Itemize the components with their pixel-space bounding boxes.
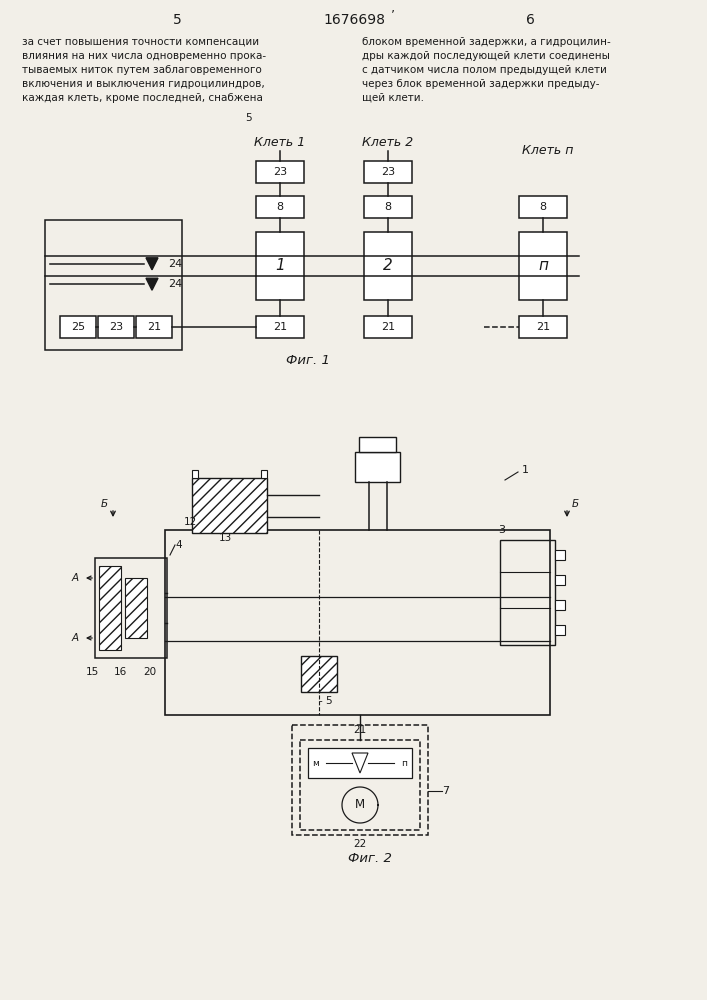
Text: - 5: - 5 [319, 696, 332, 706]
Text: Клеть п: Клеть п [522, 143, 573, 156]
Text: 3: 3 [498, 525, 506, 535]
Bar [364, 232, 412, 300]
Text: 7: 7 [443, 786, 450, 796]
Bar [300, 740, 420, 830]
Bar [256, 232, 304, 300]
Text: Фиг. 1: Фиг. 1 [286, 354, 330, 366]
Bar [292, 725, 428, 835]
Text: Б: Б [572, 499, 579, 509]
Text: 1: 1 [275, 258, 285, 273]
Text: 21: 21 [354, 725, 367, 735]
Text: 8: 8 [385, 202, 392, 212]
Bar [364, 161, 412, 183]
Bar [192, 478, 267, 533]
Bar [355, 452, 400, 482]
Bar [555, 625, 565, 635]
Bar [519, 232, 567, 300]
Bar [136, 316, 172, 338]
Text: Клеть 2: Клеть 2 [363, 135, 414, 148]
Text: 8: 8 [539, 202, 547, 212]
Text: 21: 21 [273, 322, 287, 332]
Text: м: м [312, 758, 320, 768]
Text: 5: 5 [245, 113, 251, 123]
Bar [301, 656, 337, 692]
Text: п: п [538, 258, 548, 273]
Text: А: А [72, 573, 79, 583]
Text: 15: 15 [86, 667, 98, 677]
Bar [261, 470, 267, 478]
Text: 4: 4 [175, 540, 182, 550]
Polygon shape [146, 258, 158, 270]
Bar [165, 530, 550, 715]
Bar [192, 470, 198, 478]
Text: 8: 8 [276, 202, 284, 212]
Text: А: А [72, 633, 79, 643]
Bar [364, 196, 412, 218]
Bar [555, 600, 565, 610]
Bar [256, 316, 304, 338]
Text: 24: 24 [168, 279, 182, 289]
Text: 2: 2 [383, 258, 393, 273]
Bar [519, 316, 567, 338]
Text: 23: 23 [273, 167, 287, 177]
Text: блоком временной задержки, а гидроцилин-
дры каждой последующей клети соединены
: блоком временной задержки, а гидроцилин-… [362, 37, 611, 103]
Text: 16: 16 [113, 667, 127, 677]
Text: 20: 20 [144, 667, 156, 677]
Bar [45, 220, 182, 350]
Text: 23: 23 [109, 322, 123, 332]
Bar [500, 540, 555, 645]
Text: 21: 21 [147, 322, 161, 332]
Bar [125, 578, 147, 638]
Text: 24: 24 [168, 259, 182, 269]
Bar [98, 316, 134, 338]
Bar [95, 558, 167, 658]
Text: ’: ’ [391, 8, 395, 21]
Bar [519, 196, 567, 218]
Text: за счет повышения точности компенсации
влияния на них числа одновременно прока-
: за счет повышения точности компенсации в… [22, 37, 266, 103]
Text: Клеть 1: Клеть 1 [255, 135, 305, 148]
Bar [256, 161, 304, 183]
Text: 12: 12 [183, 517, 197, 527]
Text: 23: 23 [381, 167, 395, 177]
Text: 1: 1 [522, 465, 529, 475]
Bar [99, 566, 121, 650]
Bar [60, 316, 96, 338]
Text: Б: Б [101, 499, 108, 509]
Polygon shape [146, 278, 158, 290]
Text: п: п [401, 758, 407, 768]
Bar [308, 748, 412, 778]
Text: M: M [355, 798, 365, 812]
Text: 5: 5 [173, 13, 182, 27]
Text: Фиг. 2: Фиг. 2 [348, 852, 392, 864]
Bar [364, 316, 412, 338]
Text: 21: 21 [381, 322, 395, 332]
Text: 13: 13 [218, 533, 232, 543]
Bar [256, 196, 304, 218]
Bar [555, 575, 565, 585]
Text: 25: 25 [71, 322, 85, 332]
Bar [359, 437, 396, 452]
Bar [555, 550, 565, 560]
Text: 22: 22 [354, 839, 367, 849]
Text: 1676698: 1676698 [323, 13, 385, 27]
Text: 21: 21 [536, 322, 550, 332]
Text: 6: 6 [525, 13, 534, 27]
